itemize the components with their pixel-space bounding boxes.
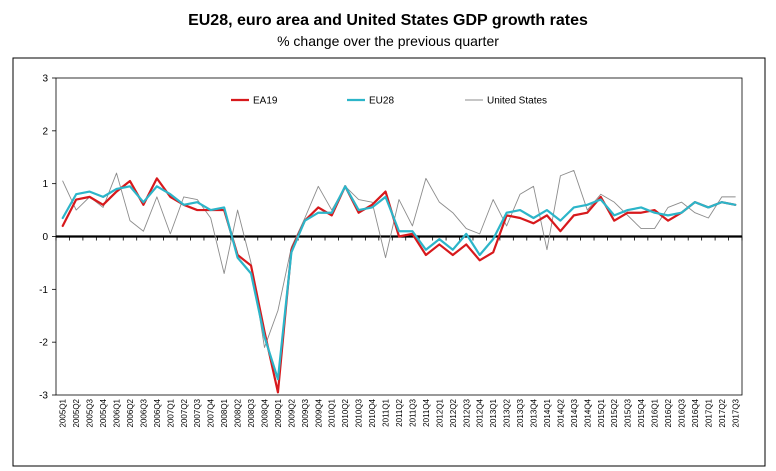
x-tick-label: 2008Q1 — [220, 398, 229, 427]
x-tick-label: 2011Q1 — [382, 398, 391, 426]
x-tick-label: 2011Q3 — [408, 398, 417, 426]
x-tick-label: 2015Q2 — [610, 398, 619, 427]
x-tick-label: 2017Q2 — [718, 398, 727, 427]
y-axis: 3 2 1 0 -1 -2 -3 — [39, 74, 56, 402]
series-line-ea19 — [61, 177, 737, 394]
x-tick-label: 2006Q4 — [153, 398, 162, 427]
x-tick-label: 2014Q4 — [583, 398, 592, 427]
x-tick-label: 2016Q1 — [651, 398, 660, 427]
x-tick-label: 2009Q1 — [274, 398, 283, 427]
x-tick-label: 2011Q2 — [395, 398, 404, 426]
x-tick-label: 2016Q3 — [677, 398, 686, 427]
x-tick-label: 2005Q3 — [86, 398, 95, 427]
x-tick-label: 2014Q2 — [556, 398, 565, 427]
x-tick-label: 2007Q2 — [180, 398, 189, 427]
x-tick-label: 2009Q3 — [301, 398, 310, 427]
x-tick-label: 2012Q3 — [462, 398, 471, 427]
x-tick-label: 2013Q2 — [503, 398, 512, 427]
chart-subtitle: % change over the previous quarter — [277, 33, 499, 49]
x-tick-label: 2010Q3 — [355, 398, 364, 427]
legend: EA19 EU28 United States — [231, 96, 547, 107]
legend-label-eu28: EU28 — [369, 96, 394, 107]
x-axis: 2005Q1 2005Q2 2005Q3 2005Q4 2006Q1 2006Q2 2006… — [59, 398, 741, 427]
series-line-us — [62, 170, 736, 348]
x-tick-label: 2013Q3 — [516, 398, 525, 427]
x-tick-label: 2017Q1 — [704, 398, 713, 427]
y-tick-label: 3 — [42, 74, 48, 85]
x-tick-label: 2007Q1 — [166, 398, 175, 427]
y-tick-label: 0 — [42, 232, 48, 243]
x-tick-label: 2010Q2 — [341, 398, 350, 427]
y-tick-label: 1 — [42, 179, 48, 190]
x-tick-label: 2008Q4 — [260, 398, 269, 427]
chart-title: EU28, euro area and United States GDP gr… — [188, 12, 588, 29]
x-tick-label: 2015Q3 — [624, 398, 633, 427]
x-tick-label: 2008Q2 — [234, 398, 243, 427]
x-tick-label: 2013Q4 — [530, 398, 539, 427]
x-tick-label: 2005Q2 — [72, 398, 81, 427]
series-lines — [61, 170, 737, 394]
x-tick-label: 2016Q4 — [691, 398, 700, 427]
x-tick-label: 2006Q2 — [126, 398, 135, 427]
x-tick-label: 2015Q1 — [597, 398, 606, 427]
x-tick-label: 2008Q3 — [247, 398, 256, 427]
y-tick-label: -1 — [39, 285, 48, 296]
x-tick-label: 2006Q3 — [139, 398, 148, 427]
x-tick-label: 2015Q4 — [637, 398, 646, 427]
y-tick-label: -2 — [39, 338, 48, 349]
x-tick-label: 2005Q1 — [59, 398, 68, 427]
legend-label-us: United States — [487, 96, 547, 107]
x-tick-label: 2005Q4 — [99, 398, 108, 427]
x-tick-label: 2007Q3 — [193, 398, 202, 427]
y-tick-label: -3 — [39, 391, 48, 402]
x-tick-label: 2009Q4 — [314, 398, 323, 427]
x-tick-label: 2014Q3 — [570, 398, 579, 427]
y-tick-label: 2 — [42, 126, 48, 137]
x-tick-label: 2016Q2 — [664, 398, 673, 427]
series-line-eu28 — [61, 185, 737, 381]
x-tick-label: 2013Q1 — [489, 398, 498, 427]
chart-frame — [12, 57, 766, 467]
x-tick-label: 2009Q2 — [287, 398, 296, 427]
legend-label-ea19: EA19 — [253, 96, 278, 107]
x-tick-label: 2011Q4 — [422, 398, 431, 426]
x-tick-label: 2010Q4 — [368, 398, 377, 427]
x-tick-label: 2012Q4 — [476, 398, 485, 427]
x-tick-label: 2010Q1 — [328, 398, 337, 427]
x-tick-label: 2014Q1 — [543, 398, 552, 427]
x-tick-label: 2007Q4 — [207, 398, 216, 427]
x-tick-label: 2012Q1 — [435, 398, 444, 427]
x-tick-label: 2012Q2 — [449, 398, 458, 427]
x-tick-label: 2006Q1 — [113, 398, 122, 427]
x-tick-label: 2017Q3 — [731, 398, 740, 427]
